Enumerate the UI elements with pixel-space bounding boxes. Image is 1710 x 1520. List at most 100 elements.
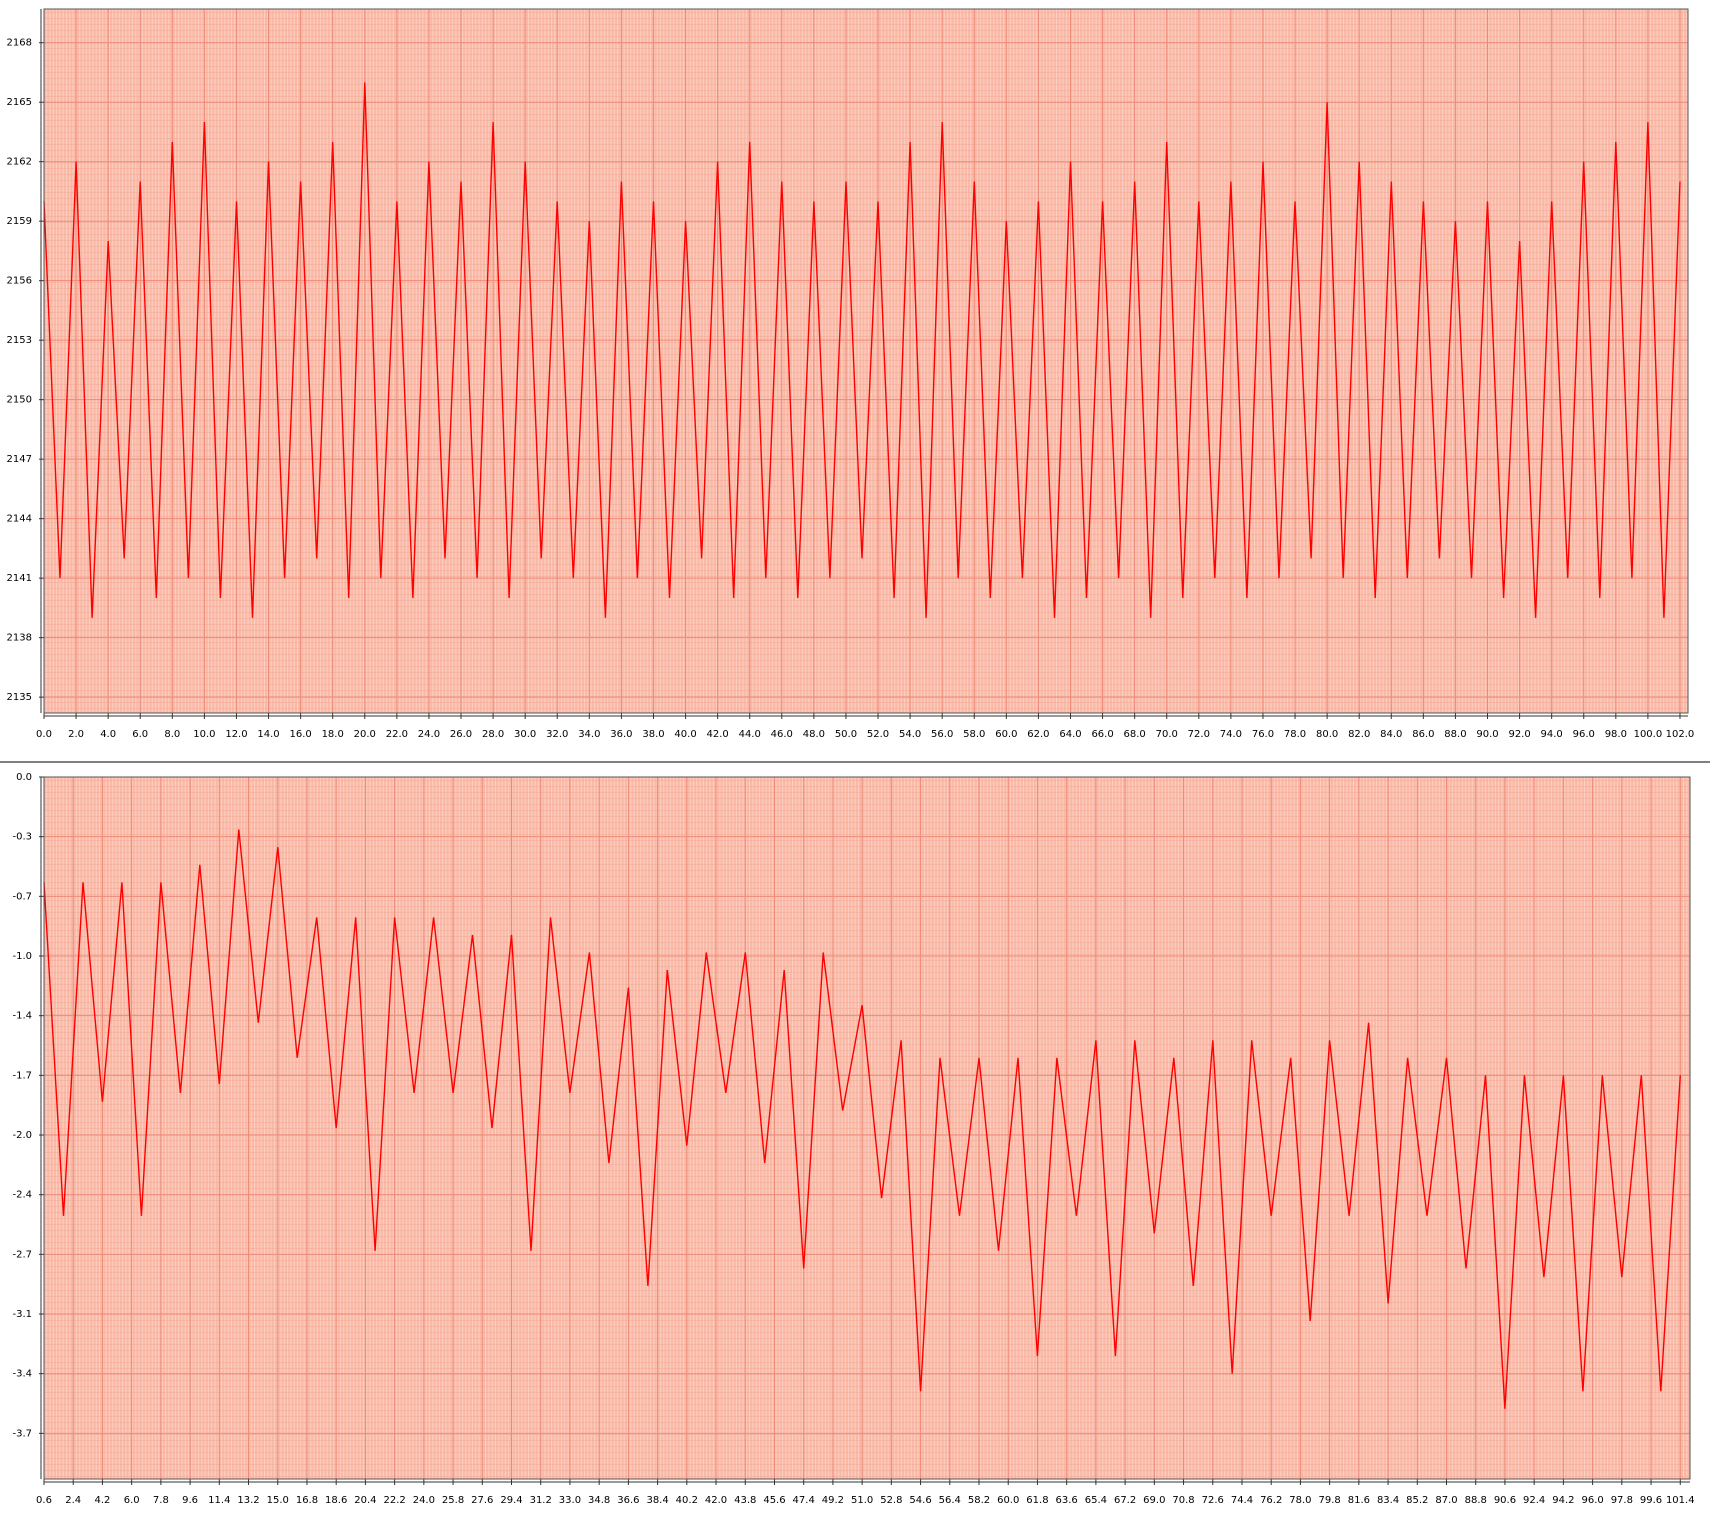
x-tick-label: 92.0 [1508,729,1530,740]
x-tick-label: 18.6 [325,1495,347,1506]
y-tick-label: 2168 [7,38,32,49]
x-tick-label: 4.0 [100,729,116,740]
y-tick-label: -2.0 [12,1130,32,1141]
x-tick-label: 66.0 [1091,729,1113,740]
y-tick-label: 2165 [7,97,32,108]
x-tick-label: 64.0 [1059,729,1081,740]
x-tick-label: 50.0 [835,729,857,740]
x-tick-label: 34.8 [588,1495,610,1506]
x-tick-label: 94.2 [1552,1495,1574,1506]
x-tick-label: 48.0 [803,729,825,740]
x-tick-label: 32.0 [546,729,568,740]
x-tick-label: 60.0 [997,1495,1019,1506]
x-tick-label: 7.8 [153,1495,169,1506]
x-tick-label: 74.4 [1231,1495,1253,1506]
y-tick-label: -2.4 [12,1190,32,1201]
x-tick-label: 79.8 [1319,1495,1341,1506]
x-tick-label: 4.2 [94,1495,110,1506]
x-tick-label: 78.0 [1289,1495,1311,1506]
x-tick-label: 25.8 [442,1495,464,1506]
y-tick-label: -1.7 [12,1070,32,1081]
x-tick-label: 86.0 [1412,729,1434,740]
x-tick-label: 88.8 [1465,1495,1487,1506]
x-tick-label: 31.2 [530,1495,552,1506]
x-tick-label: 36.6 [617,1495,639,1506]
x-tick-label: 65.4 [1085,1495,1107,1506]
x-tick-label: 2.0 [68,729,84,740]
x-tick-label: 40.2 [676,1495,698,1506]
x-tick-label: 20.0 [354,729,376,740]
x-tick-label: 51.0 [851,1495,873,1506]
x-tick-label: 70.0 [1156,729,1178,740]
y-tick-label: 2162 [7,157,32,168]
plot-area [44,9,1688,713]
x-tick-label: 90.6 [1494,1495,1516,1506]
x-tick-label: 40.0 [674,729,696,740]
x-tick-label: 99.6 [1640,1495,1662,1506]
y-tick-label: 2141 [7,573,32,584]
x-tick-label: 8.0 [164,729,180,740]
x-tick-label: 60.0 [995,729,1017,740]
x-tick-label: 94.0 [1541,729,1563,740]
x-tick-label: 54.6 [909,1495,931,1506]
x-tick-label: 54.0 [899,729,921,740]
x-tick-label: 61.8 [1026,1495,1048,1506]
x-tick-label: 0.0 [36,729,52,740]
x-tick-label: 72.0 [1188,729,1210,740]
x-tick-label: 68.0 [1124,729,1146,740]
y-tick-label: -1.4 [12,1011,32,1022]
x-tick-label: 62.0 [1027,729,1049,740]
x-tick-label: 16.0 [289,729,311,740]
x-tick-label: 42.0 [705,1495,727,1506]
y-tick-label: 2150 [7,395,32,406]
y-tick-label: 2144 [7,514,32,525]
x-tick-label: 82.0 [1348,729,1370,740]
x-tick-label: 10.0 [193,729,215,740]
x-tick-label: 102.0 [1666,729,1695,740]
x-tick-label: 38.0 [642,729,664,740]
y-tick-label: 2147 [7,454,32,465]
x-tick-label: 12.0 [225,729,247,740]
x-tick-label: 85.2 [1406,1495,1428,1506]
y-tick-label: -3.1 [12,1309,32,1320]
x-tick-label: 26.0 [450,729,472,740]
x-tick-label: 30.0 [514,729,536,740]
x-tick-label: 49.2 [822,1495,844,1506]
x-tick-label: 84.0 [1380,729,1402,740]
x-tick-label: 47.4 [793,1495,815,1506]
x-tick-label: 6.0 [124,1495,140,1506]
x-tick-label: 74.0 [1220,729,1242,740]
x-tick-label: 28.0 [482,729,504,740]
x-tick-label: 76.0 [1252,729,1274,740]
x-tick-label: 70.8 [1172,1495,1194,1506]
x-tick-label: 56.4 [939,1495,961,1506]
x-tick-label: 24.0 [418,729,440,740]
x-tick-label: 87.0 [1435,1495,1457,1506]
x-tick-label: 44.0 [739,729,761,740]
y-tick-label: 2135 [7,692,32,703]
x-tick-label: 96.0 [1573,729,1595,740]
x-tick-label: 2.4 [65,1495,81,1506]
x-tick-label: 9.6 [182,1495,198,1506]
x-tick-label: 101.4 [1666,1495,1695,1506]
x-tick-label: 13.2 [237,1495,259,1506]
y-tick-label: -2.7 [12,1249,32,1260]
x-tick-label: 92.4 [1523,1495,1545,1506]
x-tick-label: 11.4 [208,1495,230,1506]
data-line [43,82,1681,618]
x-tick-label: 98.0 [1605,729,1627,740]
x-tick-label: 52.0 [867,729,889,740]
x-tick-label: 18.0 [322,729,344,740]
x-tick-label: 96.0 [1581,1495,1603,1506]
y-tick-label: 0.0 [16,772,32,783]
x-tick-label: 43.8 [734,1495,756,1506]
x-tick-label: 6.0 [132,729,148,740]
x-tick-label: 58.0 [963,729,985,740]
x-tick-label: 58.2 [968,1495,990,1506]
x-tick-label: 46.0 [771,729,793,740]
x-tick-label: 97.8 [1611,1495,1633,1506]
x-tick-label: 36.0 [610,729,632,740]
data-line [43,829,1681,1409]
x-tick-label: 22.2 [383,1495,405,1506]
